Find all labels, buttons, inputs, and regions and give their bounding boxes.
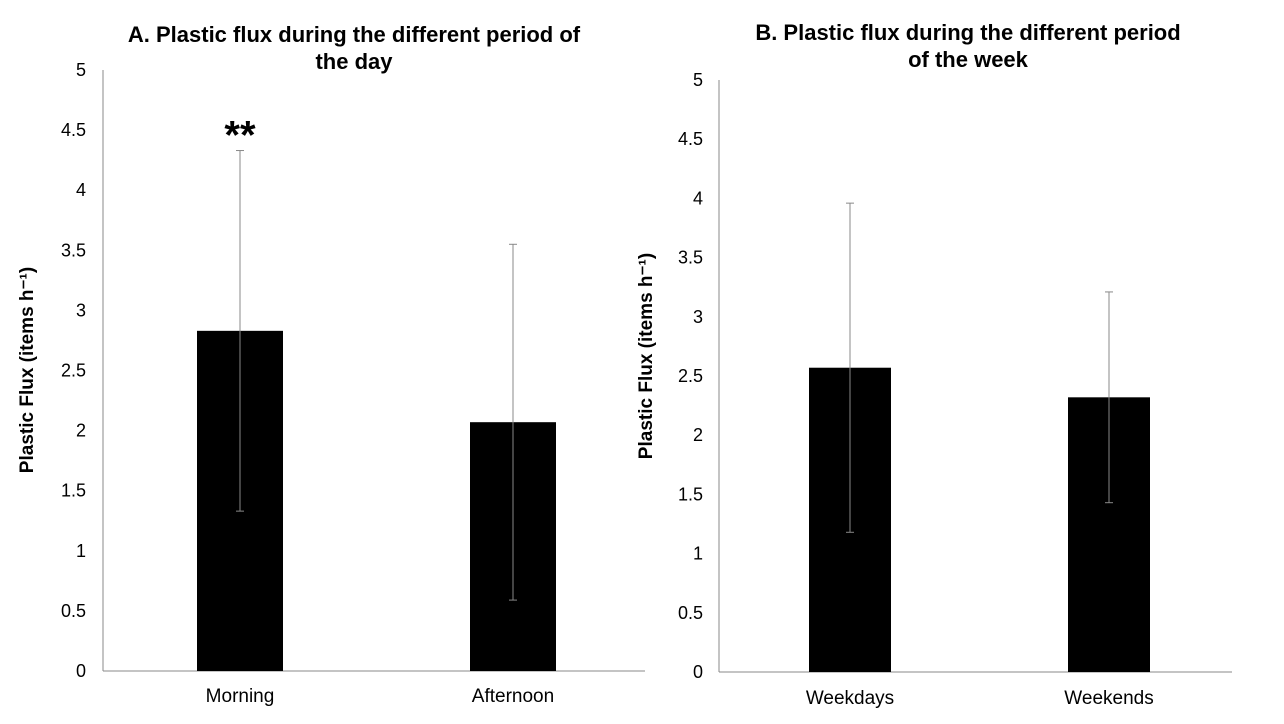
panel-a-significance-marker: ** <box>224 114 256 158</box>
panel-a-y-tick-label: 4 <box>76 180 86 200</box>
panel-a-y-tick-label: 1 <box>76 541 86 561</box>
panel-b-y-tick-label: 4 <box>693 188 703 208</box>
panel-a-y-tick-label: 2.5 <box>61 361 86 381</box>
panel-b-category-label: Weekends <box>1064 688 1153 709</box>
panel-b-y-tick-label: 3.5 <box>678 248 703 268</box>
panel-a-annotations: ** <box>224 114 256 158</box>
panel-a-category-label: Morning <box>206 686 275 707</box>
panel-a-y-tick-label: 5 <box>76 60 86 80</box>
panel-b-y-tick-label: 4.5 <box>678 129 703 149</box>
panel-b-y-tick-label: 1.5 <box>678 484 703 504</box>
panel-b-title-line-2: of the week <box>908 47 1029 72</box>
panel-a-y-tick-label: 3 <box>76 300 86 320</box>
panel-a-category-label: Afternoon <box>472 686 554 707</box>
panel-a-y-axis-label: Plastic Flux (items h⁻¹) <box>17 267 38 473</box>
panel-b-error-bars <box>846 202 1113 533</box>
panel-a-error-bars <box>236 150 517 601</box>
panel-a-y-tick-label: 1.5 <box>61 481 86 501</box>
panel-b-y-tick-label: 2.5 <box>678 366 703 386</box>
panel-a-category-labels: Morning Afternoon <box>206 686 555 707</box>
panel-a-y-tick-label: 0.5 <box>61 601 86 621</box>
panel-b-bars <box>809 367 1150 672</box>
panel-b-y-tick-label: 2 <box>693 425 703 445</box>
panel-a-bars <box>197 330 556 671</box>
panel-b-title-line-1: B. Plastic flux during the different per… <box>755 20 1180 45</box>
panel-b-y-tick-label: 0 <box>693 662 703 682</box>
panel-b-y-tick-label: 1 <box>693 544 703 564</box>
panel-a-y-tick-label: 2 <box>76 421 86 441</box>
panel-b-y-axis-label: Plastic Flux (items h⁻¹) <box>636 253 657 459</box>
panel-b: B. Plastic flux during the different per… <box>636 20 1232 709</box>
panel-b-y-tick-label: 5 <box>693 70 703 90</box>
panel-a-title-line-1: A. Plastic flux during the different per… <box>128 22 581 47</box>
panel-a-title-line-2: the day <box>315 49 393 74</box>
panel-a-y-tick-label: 0 <box>76 661 86 681</box>
panel-b-category-label: Weekdays <box>806 688 894 709</box>
panel-a-y-tick-label: 4.5 <box>61 120 86 140</box>
panel-a-y-tick-label: 3.5 <box>61 240 86 260</box>
panel-a-y-ticks: 0 0.5 1 1.5 2 2.5 3 3.5 4 4.5 5 <box>61 60 86 681</box>
panel-b-category-labels: Weekdays Weekends <box>806 688 1154 709</box>
panel-b-y-tick-label: 3 <box>693 307 703 327</box>
panel-b-y-tick-label: 0.5 <box>678 603 703 623</box>
panel-b-y-ticks: 0 0.5 1 1.5 2 2.5 3 3.5 4 4.5 5 <box>678 70 703 682</box>
panel-a: A. Plastic flux during the different per… <box>17 22 645 707</box>
